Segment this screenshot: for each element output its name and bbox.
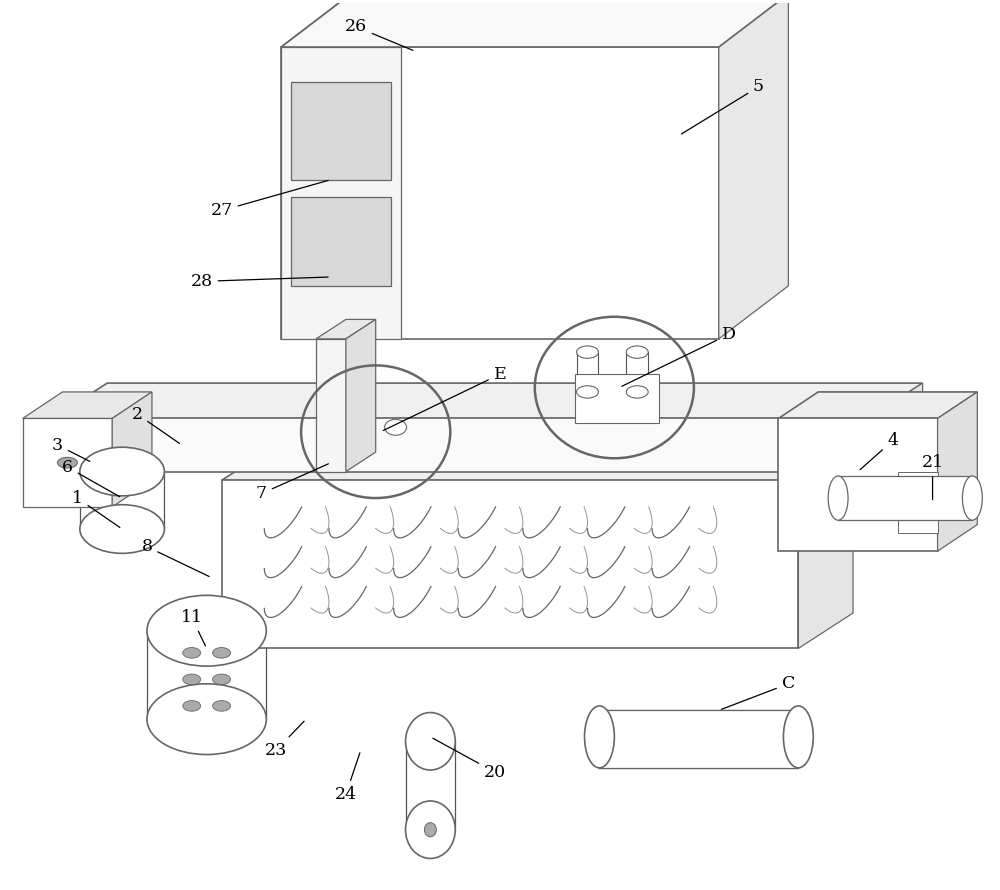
Ellipse shape [424, 822, 436, 837]
Ellipse shape [183, 674, 201, 684]
Polygon shape [281, 47, 401, 339]
Polygon shape [778, 392, 977, 418]
Polygon shape [53, 383, 923, 418]
Text: C: C [721, 676, 795, 709]
Polygon shape [838, 476, 972, 520]
Ellipse shape [577, 346, 598, 359]
Ellipse shape [183, 700, 201, 711]
Ellipse shape [147, 595, 266, 666]
Ellipse shape [57, 457, 77, 468]
Polygon shape [222, 481, 798, 649]
Text: 3: 3 [52, 436, 90, 461]
Polygon shape [346, 320, 376, 472]
Polygon shape [23, 392, 152, 418]
Polygon shape [898, 472, 938, 533]
Polygon shape [53, 418, 868, 472]
Ellipse shape [213, 674, 231, 684]
Text: 20: 20 [433, 738, 506, 781]
Ellipse shape [783, 706, 813, 768]
Ellipse shape [828, 476, 848, 520]
Polygon shape [719, 0, 788, 339]
Ellipse shape [385, 419, 407, 435]
Text: 24: 24 [335, 753, 360, 803]
Ellipse shape [626, 346, 648, 359]
Text: 2: 2 [131, 406, 179, 443]
Polygon shape [281, 47, 719, 339]
Ellipse shape [577, 385, 598, 398]
Ellipse shape [962, 476, 982, 520]
Polygon shape [575, 374, 659, 423]
Text: 8: 8 [141, 538, 209, 577]
Ellipse shape [213, 648, 231, 658]
Polygon shape [112, 392, 152, 507]
Text: 5: 5 [681, 78, 764, 134]
Text: 28: 28 [191, 273, 328, 290]
Ellipse shape [406, 713, 455, 770]
Polygon shape [222, 445, 853, 481]
Ellipse shape [80, 447, 164, 496]
Polygon shape [281, 0, 788, 47]
Text: 6: 6 [62, 458, 120, 497]
Ellipse shape [147, 684, 266, 755]
Text: 21: 21 [922, 454, 944, 499]
Polygon shape [281, 0, 788, 47]
Polygon shape [938, 392, 977, 551]
Ellipse shape [406, 801, 455, 859]
Polygon shape [23, 418, 112, 507]
Text: 1: 1 [72, 490, 120, 528]
Text: 26: 26 [345, 18, 413, 51]
Text: E: E [383, 366, 506, 431]
Text: 11: 11 [181, 609, 205, 646]
Polygon shape [291, 198, 391, 286]
Text: D: D [622, 326, 736, 386]
Ellipse shape [80, 505, 164, 554]
Ellipse shape [213, 700, 231, 711]
Text: 7: 7 [256, 464, 328, 502]
Polygon shape [316, 320, 376, 339]
Ellipse shape [626, 385, 648, 398]
Text: 27: 27 [210, 181, 328, 219]
Text: 23: 23 [265, 721, 304, 758]
Polygon shape [778, 418, 938, 551]
Text: 4: 4 [860, 432, 898, 470]
Polygon shape [291, 83, 391, 180]
Ellipse shape [585, 706, 614, 768]
Polygon shape [798, 445, 853, 649]
Ellipse shape [183, 648, 201, 658]
Polygon shape [868, 383, 923, 472]
Polygon shape [599, 710, 798, 768]
Polygon shape [316, 339, 346, 472]
